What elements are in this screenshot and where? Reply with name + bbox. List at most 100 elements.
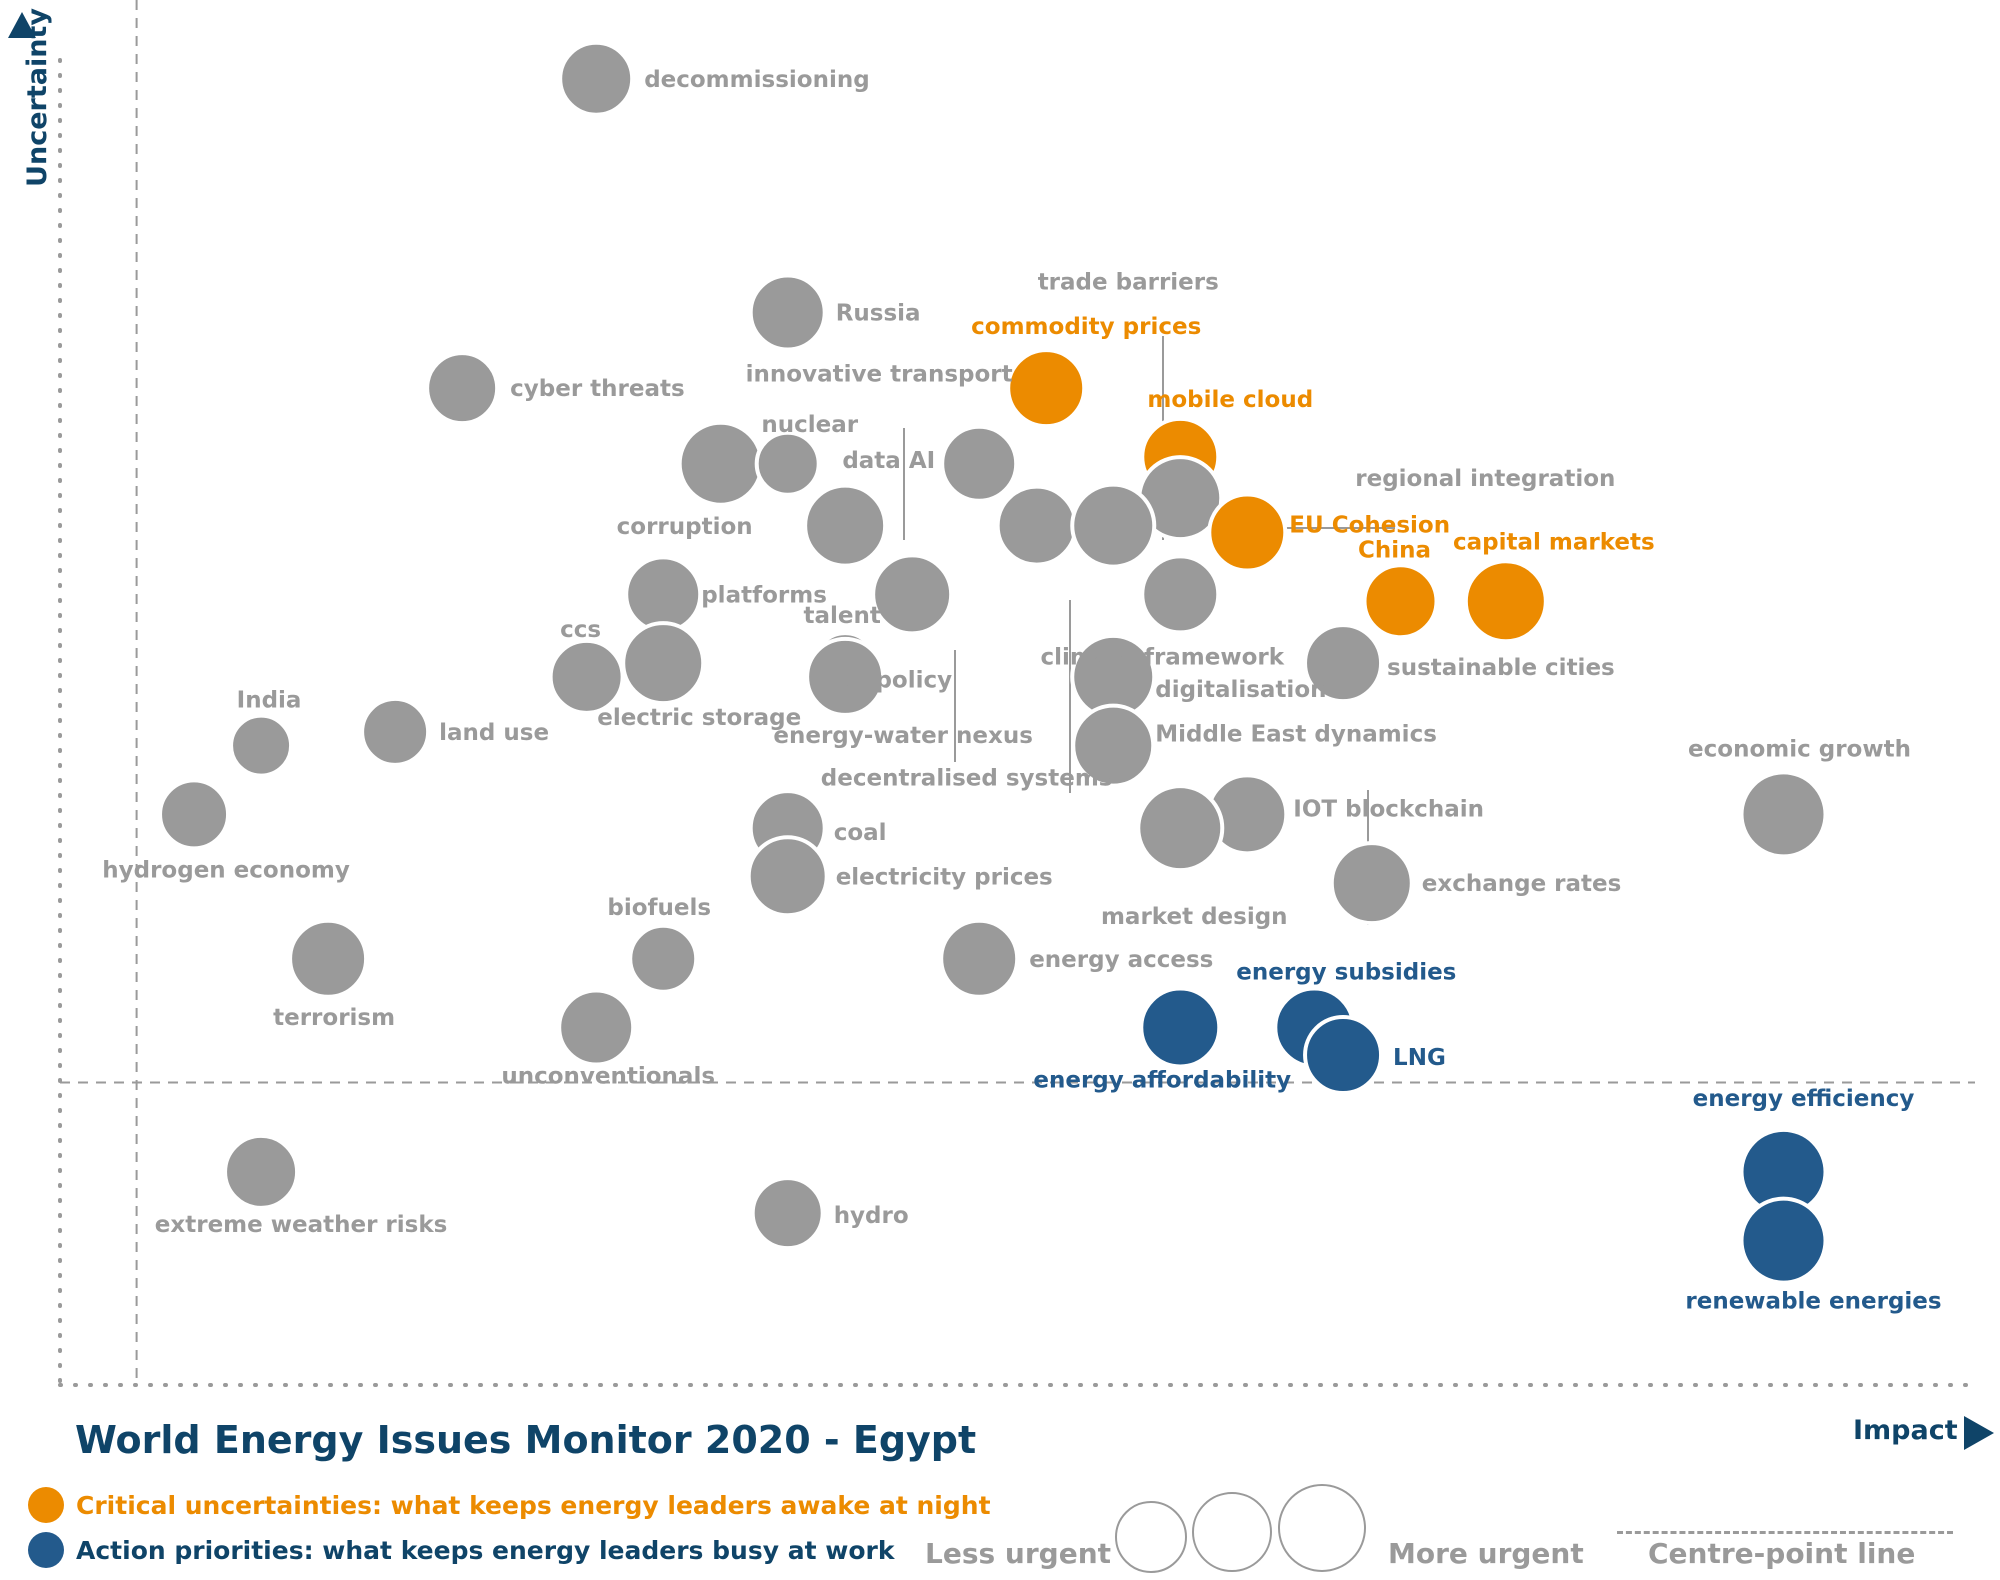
label-commodity-prices: commodity prices — [971, 314, 1201, 340]
bubble-hydrogen-economy — [158, 778, 231, 851]
label-renewable-energies: renewable energies — [1685, 1289, 1941, 1315]
bubble-economic-growth — [1739, 770, 1828, 859]
bubble-hydro — [750, 1176, 825, 1251]
label-hydro: hydro — [834, 1203, 909, 1229]
label-exchange-rates: exchange rates — [1422, 871, 1622, 897]
bubble-exchange-rates — [1329, 841, 1414, 926]
bubble-climate-framework — [1140, 554, 1221, 635]
legend-critical: Critical uncertainties: what keeps energ… — [28, 1487, 991, 1523]
centre-point-line-sample — [1617, 1531, 1953, 1534]
size-large-icon — [1278, 1484, 1366, 1572]
bubble-terrorism — [288, 918, 369, 999]
label-energy-water-nexus: energy-water nexus — [773, 723, 1033, 749]
bubble-eu-cohesion — [1207, 492, 1288, 573]
label-regional-integration: regional integration — [1355, 466, 1615, 492]
axes-layer — [58, 0, 1977, 1387]
label-iot-blockchain: IOT blockchain — [1293, 796, 1484, 822]
label-market-design: market design — [1101, 904, 1288, 930]
label-lng: LNG — [1393, 1045, 1446, 1071]
bubble-nuclear — [754, 430, 821, 497]
bubble-labels: decommissioning Russia cyber threats commod… — [102, 67, 1941, 1315]
label-decommissioning: decommissioning — [644, 67, 869, 93]
bubble-data-ai — [940, 424, 1019, 503]
bubble-trade-barriers — [1070, 482, 1157, 569]
label-terrorism: terrorism — [273, 1005, 395, 1031]
bubble-energy-affordability — [1139, 986, 1222, 1069]
bubble-market-design — [1136, 784, 1225, 873]
label-land-use: land use — [439, 720, 549, 746]
bubble-land-use — [360, 696, 431, 767]
bubble-energy-water-nexus — [805, 636, 886, 717]
bubble-renewable-energies — [1739, 1196, 1828, 1285]
label-china: China — [1358, 537, 1431, 563]
bubble-decentralised-systems — [995, 484, 1078, 567]
label-economic-growth: economic growth — [1688, 736, 1911, 762]
label-us-policy: US policy — [832, 667, 952, 693]
bubble-sustainable-cities — [1303, 623, 1384, 704]
label-digitalisation: digitalisation — [1155, 677, 1326, 703]
x-axis-label: Impact — [1853, 1415, 1958, 1446]
bubble-extreme-weather-risks — [223, 1133, 300, 1210]
bubble-cyber-threats — [425, 351, 500, 426]
bubble-electricity-prices — [746, 835, 829, 918]
bubbles — [158, 40, 1828, 1285]
label-unconventionals: unconventionals — [501, 1064, 715, 1090]
bubble-ccs — [548, 638, 625, 715]
bubble-innovative-transport — [803, 483, 888, 568]
label-energy-subsidies: energy subsidies — [1236, 960, 1456, 986]
label-russia: Russia — [836, 301, 921, 327]
blue-dot-icon — [28, 1532, 64, 1568]
label-decentralised-systems: decentralised systems — [821, 766, 1113, 792]
bubble-corruption — [677, 420, 764, 507]
label-corruption: corruption — [617, 514, 753, 540]
bubble-energy-access — [939, 918, 1020, 999]
bubble-india — [229, 713, 294, 778]
x-axis-arrow-icon — [1964, 1416, 1994, 1450]
label-energy-affordability: energy affordability — [1033, 1068, 1291, 1094]
label-mobile-cloud: mobile cloud — [1147, 387, 1313, 413]
label-sustainable-cities: sustainable cities — [1387, 655, 1615, 681]
label-biofuels: biofuels — [607, 895, 711, 921]
chart-title: World Energy Issues Monitor 2020 - Egypt — [75, 1418, 977, 1462]
label-trade-barriers: trade barriers — [1038, 270, 1219, 296]
orange-dot-icon — [28, 1487, 64, 1523]
bubble-electric-storage — [621, 621, 706, 706]
label-middle-east-dynamics: Middle East dynamics — [1155, 722, 1437, 748]
legend-critical-text: Critical uncertainties: what keeps energ… — [76, 1490, 991, 1520]
label-innovative-transport: innovative transport — [746, 362, 1013, 388]
bubble-unconventionals — [557, 988, 636, 1067]
bubble-russia — [748, 273, 827, 352]
label-electricity-prices: electricity prices — [836, 864, 1053, 890]
label-hydrogen-economy: hydrogen economy — [102, 857, 350, 883]
label-climate-framework: climate framework — [1040, 644, 1284, 670]
label-electric-storage: electric storage — [597, 705, 801, 731]
label-india: India — [237, 688, 302, 714]
y-axis-arrow-icon — [8, 12, 36, 38]
bubble-decommissioning — [558, 40, 635, 117]
bubble-commodity-prices — [1006, 348, 1087, 429]
more-urgent-label: More urgent — [1388, 1537, 1584, 1570]
label-extreme-weather-risks: extreme weather risks — [155, 1212, 448, 1238]
less-urgent-label: Less urgent — [925, 1537, 1112, 1570]
label-nuclear: nuclear — [761, 412, 858, 438]
centre-line-label: Centre-point line — [1648, 1537, 1916, 1570]
bubble-capital-markets — [1463, 559, 1548, 644]
label-platforms: platforms — [701, 582, 827, 608]
label-data-ai: data AI — [842, 448, 935, 474]
bubble-biofuels — [628, 923, 699, 994]
bubble-platforms — [624, 555, 703, 634]
bubble-middle-east-dynamics — [1071, 703, 1156, 788]
bubble-lng — [1303, 1015, 1384, 1095]
label-energy-efficiency: energy efficiency — [1693, 1086, 1915, 1112]
bubble-us-policy — [871, 553, 954, 636]
label-capital-markets: capital markets — [1453, 529, 1655, 555]
legend-action-text: Action priorities: what keeps energy lea… — [76, 1535, 895, 1565]
size-small-icon — [1115, 1501, 1187, 1573]
label-ccs: ccs — [560, 617, 601, 643]
legend-action: Action priorities: what keeps energy lea… — [28, 1532, 894, 1568]
label-talent: talent — [803, 603, 880, 629]
label-coal: coal — [834, 820, 887, 846]
label-energy-access: energy access — [1029, 947, 1213, 973]
bubble-china — [1362, 563, 1439, 640]
